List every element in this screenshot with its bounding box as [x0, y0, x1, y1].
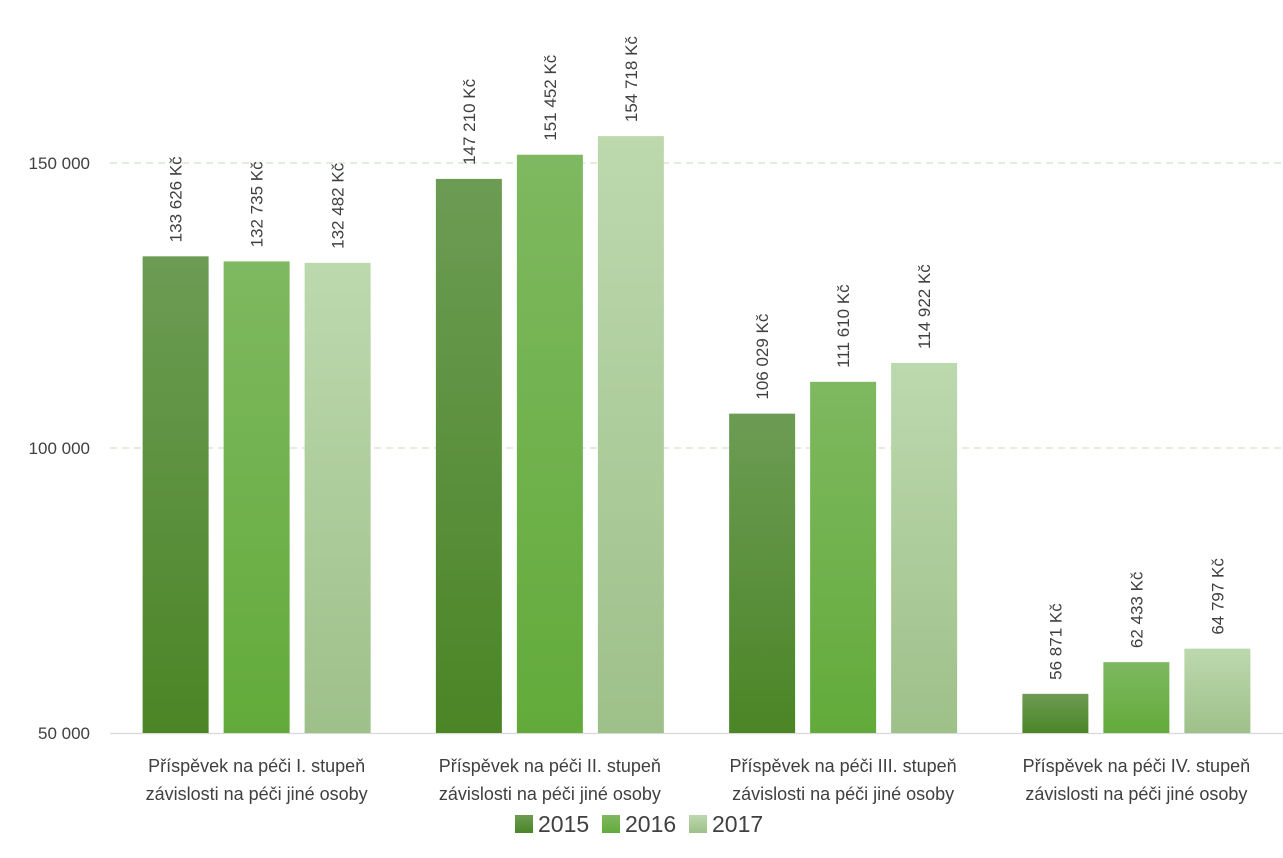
legend-label-2017: 2017: [712, 811, 763, 837]
x-category-label: Příspěvek na péči I. stupeň: [148, 756, 365, 776]
y-axis: 50 000 100 000 150 000: [29, 154, 1283, 743]
legend-swatch-2016: [602, 815, 620, 833]
bar-2017-2: [597, 136, 664, 733]
x-category-label: závislosti na péči jiné osoby: [732, 784, 954, 804]
data-label: 132 482 Kč: [329, 162, 348, 249]
bar-2016-1: [223, 261, 290, 733]
legend: 2015 2016 2017: [515, 811, 763, 837]
legend-swatch-2017: [689, 815, 707, 833]
data-label: 106 029 Kč: [753, 313, 772, 400]
bar-2017-3: [891, 362, 958, 733]
x-category-label: Příspěvek na péči II. stupeň: [439, 756, 661, 776]
x-category-label: závislosti na péči jiné osoby: [146, 784, 368, 804]
data-label: 151 452 Kč: [541, 54, 560, 141]
x-category-label: závislosti na péči jiné osoby: [1025, 784, 1247, 804]
data-label: 132 735 Kč: [248, 161, 267, 248]
bar-2015-1: [142, 256, 209, 733]
data-label: 62 433 Kč: [1127, 571, 1146, 648]
data-labels: 133 626 Kč 132 735 Kč 132 482 Kč 147 210 Kč…: [167, 36, 1228, 680]
y-tick-label: 100 000: [29, 439, 90, 458]
data-label: 133 626 Kč: [167, 156, 186, 243]
bars: [142, 136, 1251, 733]
bar-2015-3: [729, 413, 796, 733]
data-label: 64 797 Kč: [1208, 558, 1227, 635]
y-tick-label: 150 000: [29, 154, 90, 173]
x-category-label: Příspěvek na péči III. stupeň: [730, 756, 957, 776]
x-axis-category-labels: Příspěvek na péči I. stupeň závislosti na…: [146, 756, 1251, 804]
data-label: 154 718 Kč: [622, 36, 641, 123]
bar-2017-1: [304, 262, 371, 733]
bar-2016-4: [1103, 662, 1170, 733]
data-label: 147 210 Kč: [460, 78, 479, 165]
data-label: 56 871 Kč: [1046, 603, 1065, 680]
bar-2016-3: [810, 381, 877, 733]
data-label: 114 922 Kč: [915, 264, 934, 349]
x-category-label: Příspěvek na péči IV. stupeň: [1023, 756, 1250, 776]
legend-swatch-2015: [515, 815, 533, 833]
x-category-label: závislosti na péči jiné osoby: [439, 784, 661, 804]
data-label: 111 610 Kč: [834, 284, 853, 368]
legend-label-2016: 2016: [625, 811, 676, 837]
y-tick-label: 50 000: [38, 724, 90, 743]
bar-2015-4: [1022, 693, 1089, 733]
bar-2015-2: [435, 178, 502, 733]
bar-2016-2: [516, 154, 583, 733]
legend-label-2015: 2015: [538, 811, 589, 837]
bar-2017-4: [1184, 648, 1251, 733]
